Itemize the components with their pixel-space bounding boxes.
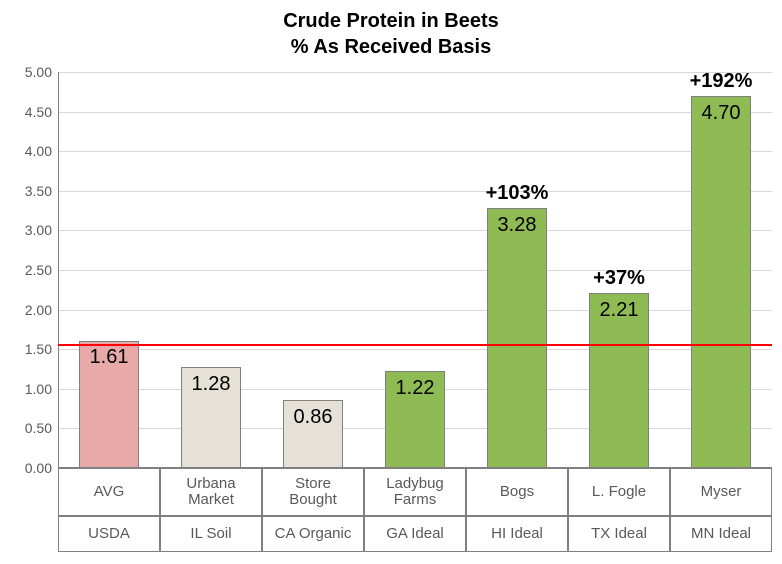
bar-value-label: 3.28 xyxy=(466,214,568,237)
y-tick-label: 1.50 xyxy=(4,341,52,357)
reference-line xyxy=(58,344,772,346)
category-label-row2: GA Ideal xyxy=(364,516,466,552)
category-label-row2: TX Ideal xyxy=(568,516,670,552)
bar-value-label: 1.61 xyxy=(58,346,160,369)
category-label-row1: Myser xyxy=(670,468,772,516)
category-label-row1: LadybugFarms xyxy=(364,468,466,516)
y-tick-label: 2.50 xyxy=(4,262,52,278)
y-tick-label: 0.50 xyxy=(4,420,52,436)
category-label-row2: CA Organic xyxy=(262,516,364,552)
gridline xyxy=(58,191,772,192)
category-label-row1: Bogs xyxy=(466,468,568,516)
chart-title-line2: % As Received Basis xyxy=(0,36,782,59)
y-tick-label: 3.00 xyxy=(4,222,52,238)
gridline xyxy=(58,349,772,350)
category-label-row1: AVG xyxy=(58,468,160,516)
category-label-row2: MN Ideal xyxy=(670,516,772,552)
y-tick-label: 1.00 xyxy=(4,381,52,397)
gridline xyxy=(58,112,772,113)
bar xyxy=(487,208,546,468)
chart-title-line1: Crude Protein in Beets xyxy=(0,10,782,33)
bar-value-label: 2.21 xyxy=(568,299,670,322)
bar-value-label: 1.28 xyxy=(160,373,262,396)
y-tick-label: 4.00 xyxy=(4,143,52,159)
category-axis-table: AVGUSDAUrbanaMarketIL SoilStoreBoughtCA … xyxy=(58,468,772,552)
gridline xyxy=(58,151,772,152)
category-label-row1: L. Fogle xyxy=(568,468,670,516)
plot-area: 0.000.501.001.502.002.503.003.504.004.50… xyxy=(58,72,772,468)
bar xyxy=(691,96,750,468)
y-tick-label: 2.00 xyxy=(4,302,52,318)
bar-value-label: 4.70 xyxy=(670,102,772,125)
bar-pct-label: +37% xyxy=(568,267,670,290)
category-label-row1: StoreBought xyxy=(262,468,364,516)
category-label-row2: USDA xyxy=(58,516,160,552)
bar-pct-label: +192% xyxy=(670,70,772,93)
gridline xyxy=(58,72,772,73)
category-label-row2: HI Ideal xyxy=(466,516,568,552)
gridline xyxy=(58,230,772,231)
y-tick-label: 5.00 xyxy=(4,64,52,80)
bar-pct-label: +103% xyxy=(466,182,568,205)
y-axis-line xyxy=(58,72,59,468)
category-label-row2: IL Soil xyxy=(160,516,262,552)
y-tick-label: 4.50 xyxy=(4,104,52,120)
chart-container: Crude Protein in Beets % As Received Bas… xyxy=(0,0,782,564)
bar-value-label: 1.22 xyxy=(364,377,466,400)
bar-value-label: 0.86 xyxy=(262,406,364,429)
y-tick-label: 3.50 xyxy=(4,183,52,199)
category-label-row1: UrbanaMarket xyxy=(160,468,262,516)
y-tick-label: 0.00 xyxy=(4,460,52,476)
